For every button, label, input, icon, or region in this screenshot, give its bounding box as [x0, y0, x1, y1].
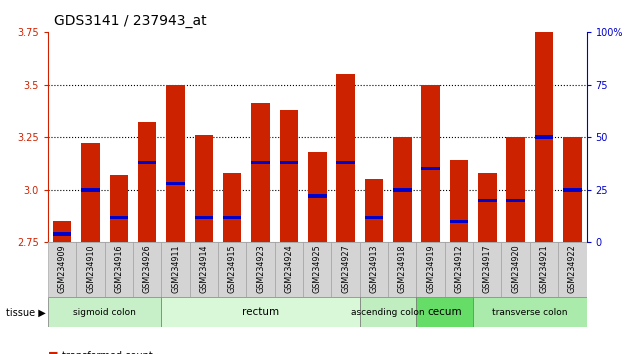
Bar [473, 297, 587, 327]
Text: rectum: rectum [242, 307, 279, 318]
Bar [417, 242, 445, 297]
Bar [218, 242, 246, 297]
Bar [76, 242, 104, 297]
Bar [530, 242, 558, 297]
Bar [251, 103, 270, 242]
Bar [360, 297, 417, 327]
Bar [421, 85, 440, 242]
Bar [535, 32, 553, 242]
Text: GSM234921: GSM234921 [540, 244, 549, 293]
Text: GDS3141 / 237943_at: GDS3141 / 237943_at [54, 14, 207, 28]
Bar [251, 161, 270, 164]
Bar [478, 199, 497, 202]
Text: GSM234927: GSM234927 [341, 244, 350, 293]
Text: GSM234922: GSM234922 [568, 244, 577, 293]
Bar [563, 137, 581, 242]
Text: GSM234923: GSM234923 [256, 244, 265, 293]
Bar [445, 242, 473, 297]
Bar [167, 182, 185, 185]
Text: GSM234916: GSM234916 [115, 244, 124, 293]
Bar [563, 188, 581, 192]
Bar [303, 242, 331, 297]
Bar [331, 242, 360, 297]
Bar [133, 242, 162, 297]
Text: GSM234911: GSM234911 [171, 244, 180, 293]
Bar [223, 216, 242, 219]
Text: GSM234915: GSM234915 [228, 244, 237, 293]
Bar [48, 297, 162, 327]
Bar [506, 137, 525, 242]
Text: GSM234912: GSM234912 [454, 244, 463, 293]
Text: transformed count: transformed count [62, 351, 153, 354]
Text: sigmoid colon: sigmoid colon [73, 308, 136, 317]
Bar [167, 85, 185, 242]
Bar [393, 137, 412, 242]
Bar [337, 74, 355, 242]
Bar [360, 242, 388, 297]
Bar [393, 188, 412, 192]
Bar [246, 242, 275, 297]
Bar [535, 136, 553, 139]
Text: GSM234919: GSM234919 [426, 244, 435, 293]
Bar [53, 222, 71, 242]
Text: GSM234914: GSM234914 [199, 244, 208, 293]
Bar [558, 242, 587, 297]
Bar [421, 167, 440, 171]
Bar [450, 220, 468, 223]
Text: GSM234926: GSM234926 [143, 244, 152, 293]
Text: transverse colon: transverse colon [492, 308, 567, 317]
Bar [308, 152, 326, 242]
Bar [506, 199, 525, 202]
Bar [223, 173, 242, 242]
Bar [473, 242, 501, 297]
Text: GSM234924: GSM234924 [285, 244, 294, 293]
Bar [450, 160, 468, 242]
Bar [81, 188, 100, 192]
Bar [110, 175, 128, 242]
Bar [138, 122, 156, 242]
Text: GSM234913: GSM234913 [369, 244, 378, 293]
Text: GSM234909: GSM234909 [58, 244, 67, 293]
Text: GSM234917: GSM234917 [483, 244, 492, 293]
Text: cecum: cecum [428, 307, 462, 318]
Text: ascending colon: ascending colon [351, 308, 425, 317]
Bar [388, 242, 417, 297]
Text: GSM234918: GSM234918 [398, 244, 407, 293]
Bar [48, 242, 76, 297]
Text: GSM234925: GSM234925 [313, 244, 322, 293]
Bar [195, 135, 213, 242]
Bar [162, 242, 190, 297]
Bar [308, 194, 326, 198]
Bar [190, 242, 218, 297]
Bar [365, 216, 383, 219]
Bar [365, 179, 383, 242]
Bar [275, 242, 303, 297]
Text: GSM234910: GSM234910 [86, 244, 95, 293]
Bar [81, 143, 100, 242]
Bar [501, 242, 530, 297]
Bar [417, 297, 473, 327]
Text: GSM234920: GSM234920 [511, 244, 520, 293]
Bar [279, 110, 298, 242]
Bar [110, 216, 128, 219]
Bar [162, 297, 360, 327]
Bar [195, 216, 213, 219]
Bar [337, 161, 355, 164]
Bar [478, 173, 497, 242]
Bar [138, 161, 156, 164]
Bar [53, 232, 71, 236]
Text: tissue ▶: tissue ▶ [6, 307, 46, 318]
Bar [279, 161, 298, 164]
Text: ■: ■ [48, 351, 58, 354]
Bar [104, 242, 133, 297]
